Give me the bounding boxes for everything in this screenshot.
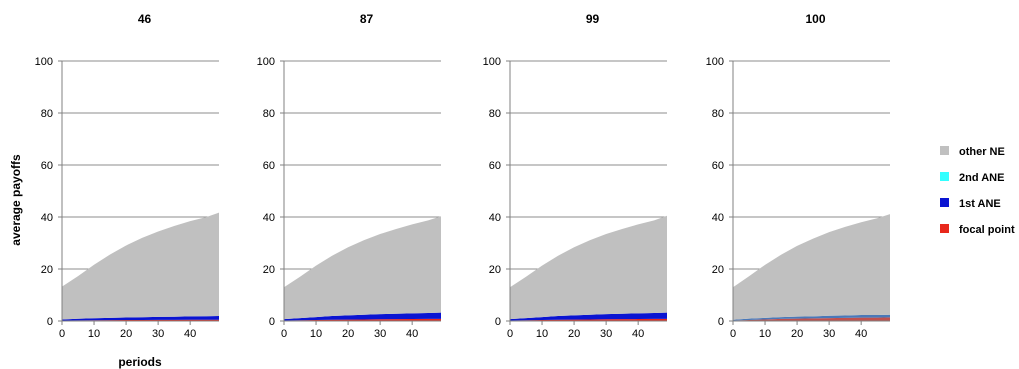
x-tick-label: 0 [507,328,513,340]
legend-swatch [940,172,949,181]
y-tick-label: 0 [718,316,724,328]
y-tick-label: 100 [483,56,501,68]
x-tick-label: 40 [184,328,196,340]
x-tick-label: 10 [759,328,771,340]
x-tick-label: 10 [536,328,548,340]
x-tick-label: 30 [374,328,386,340]
y-tick-label: 0 [47,316,53,328]
series-area-other-ne [510,215,667,320]
y-tick-label: 60 [489,160,501,172]
x-tick-label: 30 [600,328,612,340]
series-area-other-ne [733,214,890,320]
y-tick-label: 60 [41,160,53,172]
chart-panel-99: 99 0 20 40 60 80 100 0 10 20 30 40 [483,12,667,340]
y-tick-label: 100 [706,56,724,68]
legend-swatch [940,224,949,233]
y-tick-label: 0 [495,316,501,328]
x-tick-label: 20 [791,328,803,340]
chart-panel-46: 46 0 20 40 60 80 100 0 10 20 30 40 [35,12,219,340]
legend-swatch [940,198,949,207]
y-tick-label: 40 [712,212,724,224]
x-tick-label: 40 [632,328,644,340]
y-tick-label: 20 [41,264,53,276]
y-tick-label: 20 [263,264,275,276]
series-area-1st-ane [284,312,441,321]
series-area-other-ne [62,212,219,320]
y-tick-label: 40 [489,212,501,224]
chart-panel-87: 87 0 20 40 60 80 100 0 10 20 30 40 [257,12,441,340]
x-tick-label: 0 [730,328,736,340]
x-tick-label: 10 [310,328,322,340]
y-tick-label: 80 [489,108,501,120]
x-tick-label: 0 [281,328,287,340]
series-area-other-ne [284,216,441,320]
series-area-focal-point [284,318,441,321]
chart-panel-100: 100 0 20 40 60 80 100 0 10 20 30 40 [706,12,890,340]
chart-title: 87 [360,12,374,26]
x-tick-label: 20 [342,328,354,340]
y-tick-label: 80 [712,108,724,120]
chart-title: 46 [138,12,152,26]
y-tick-label: 0 [269,316,275,328]
y-tick-label: 100 [257,56,275,68]
x-tick-label: 30 [823,328,835,340]
series-area-1st-ane [733,314,890,321]
legend-label: focal point [959,224,1015,236]
y-tick-label: 60 [263,160,275,172]
x-tick-label: 20 [568,328,580,340]
x-tick-label: 20 [120,328,132,340]
x-tick-label: 10 [88,328,100,340]
legend: other NE 2nd ANE 1st ANE focal point [940,146,1015,236]
y-tick-label: 60 [712,160,724,172]
x-tick-label: 40 [855,328,867,340]
legend-label: 2nd ANE [959,172,1004,184]
y-tick-label: 40 [263,212,275,224]
series-area-1st-ane [510,312,667,321]
y-tick-label: 20 [712,264,724,276]
series-area-focal-point [733,317,890,321]
chart-title: 100 [805,12,825,26]
legend-label: 1st ANE [959,198,1001,210]
series-area-focal-point [510,318,667,321]
x-tick-label: 40 [406,328,418,340]
x-axis-label: periods [118,355,162,369]
x-tick-label: 30 [152,328,164,340]
y-axis-label: average payoffs [9,154,23,246]
y-tick-label: 100 [35,56,53,68]
y-tick-label: 80 [41,108,53,120]
legend-label: other NE [959,146,1005,158]
y-tick-label: 20 [489,264,501,276]
x-tick-label: 0 [59,328,65,340]
y-tick-label: 40 [41,212,53,224]
legend-swatch [940,146,949,155]
chart-title: 99 [586,12,600,26]
series-area-1st-ane [62,316,219,321]
y-tick-label: 80 [263,108,275,120]
